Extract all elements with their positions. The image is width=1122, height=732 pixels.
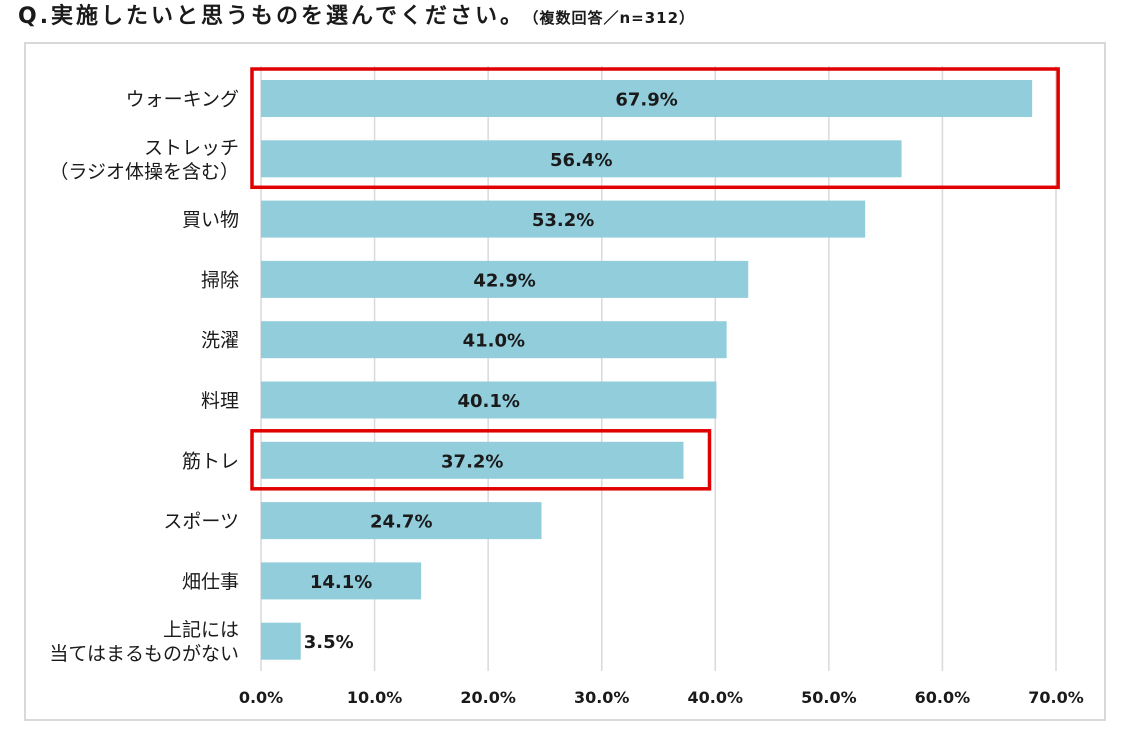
bar xyxy=(261,321,727,359)
x-tick-label: 20.0% xyxy=(460,688,516,707)
value-label: 42.9% xyxy=(473,270,535,291)
value-label: 53.2% xyxy=(532,210,594,231)
question-title: Q.実施したいと思うものを選んでください。 （複数回答／n=312） xyxy=(18,2,695,33)
highlight-layer xyxy=(250,67,1060,491)
value-label: 40.1% xyxy=(457,391,519,412)
bar xyxy=(261,381,717,419)
x-tick-label: 70.0% xyxy=(1028,688,1084,707)
bar xyxy=(261,140,902,178)
x-tick-label: 30.0% xyxy=(574,688,630,707)
bar xyxy=(261,441,684,479)
bar xyxy=(261,200,866,238)
x-tick-label: 0.0% xyxy=(239,688,283,707)
category-label: 畑仕事 xyxy=(182,571,239,593)
value-label: 14.1% xyxy=(310,572,372,593)
question-text: Q.実施したいと思うものを選んでください。 xyxy=(18,4,525,29)
bar xyxy=(261,502,542,540)
x-tick-label: 10.0% xyxy=(347,688,403,707)
label-layer: 0.0% 10.0% 20.0% 30.0% 40.0% 50.0% 60.0% 70.0% 6… xyxy=(49,89,1083,708)
category-label: ウォーキング xyxy=(126,89,239,111)
value-label: 56.4% xyxy=(550,150,612,171)
category-label: ストレッチ（ラジオ体操を含む） xyxy=(49,137,239,183)
x-tick-label: 40.0% xyxy=(688,688,744,707)
highlight-box xyxy=(250,67,1060,190)
bar xyxy=(261,562,422,600)
category-label: 筋トレ xyxy=(182,450,239,472)
bar xyxy=(261,260,749,298)
category-label: スポーツ xyxy=(163,511,239,533)
value-label: 37.2% xyxy=(441,451,503,472)
highlight-box xyxy=(250,429,712,491)
value-label: 41.0% xyxy=(463,331,525,352)
bar-layer xyxy=(261,80,1033,660)
category-label: 上記には当てはまるものがない xyxy=(49,619,239,665)
category-label: 買い物 xyxy=(182,209,239,231)
category-label: 料理 xyxy=(201,390,239,412)
value-label: 67.9% xyxy=(615,90,677,111)
bar xyxy=(261,80,1033,117)
category-label: 洗濯 xyxy=(201,330,239,352)
x-tick-label: 50.0% xyxy=(801,688,857,707)
value-label: 24.7% xyxy=(370,512,432,533)
bar xyxy=(261,622,301,660)
category-label: 掃除 xyxy=(201,269,239,291)
value-label: 3.5% xyxy=(304,632,354,653)
x-tick-label: 60.0% xyxy=(915,688,971,707)
question-note: （複数回答／n=312） xyxy=(530,9,696,27)
